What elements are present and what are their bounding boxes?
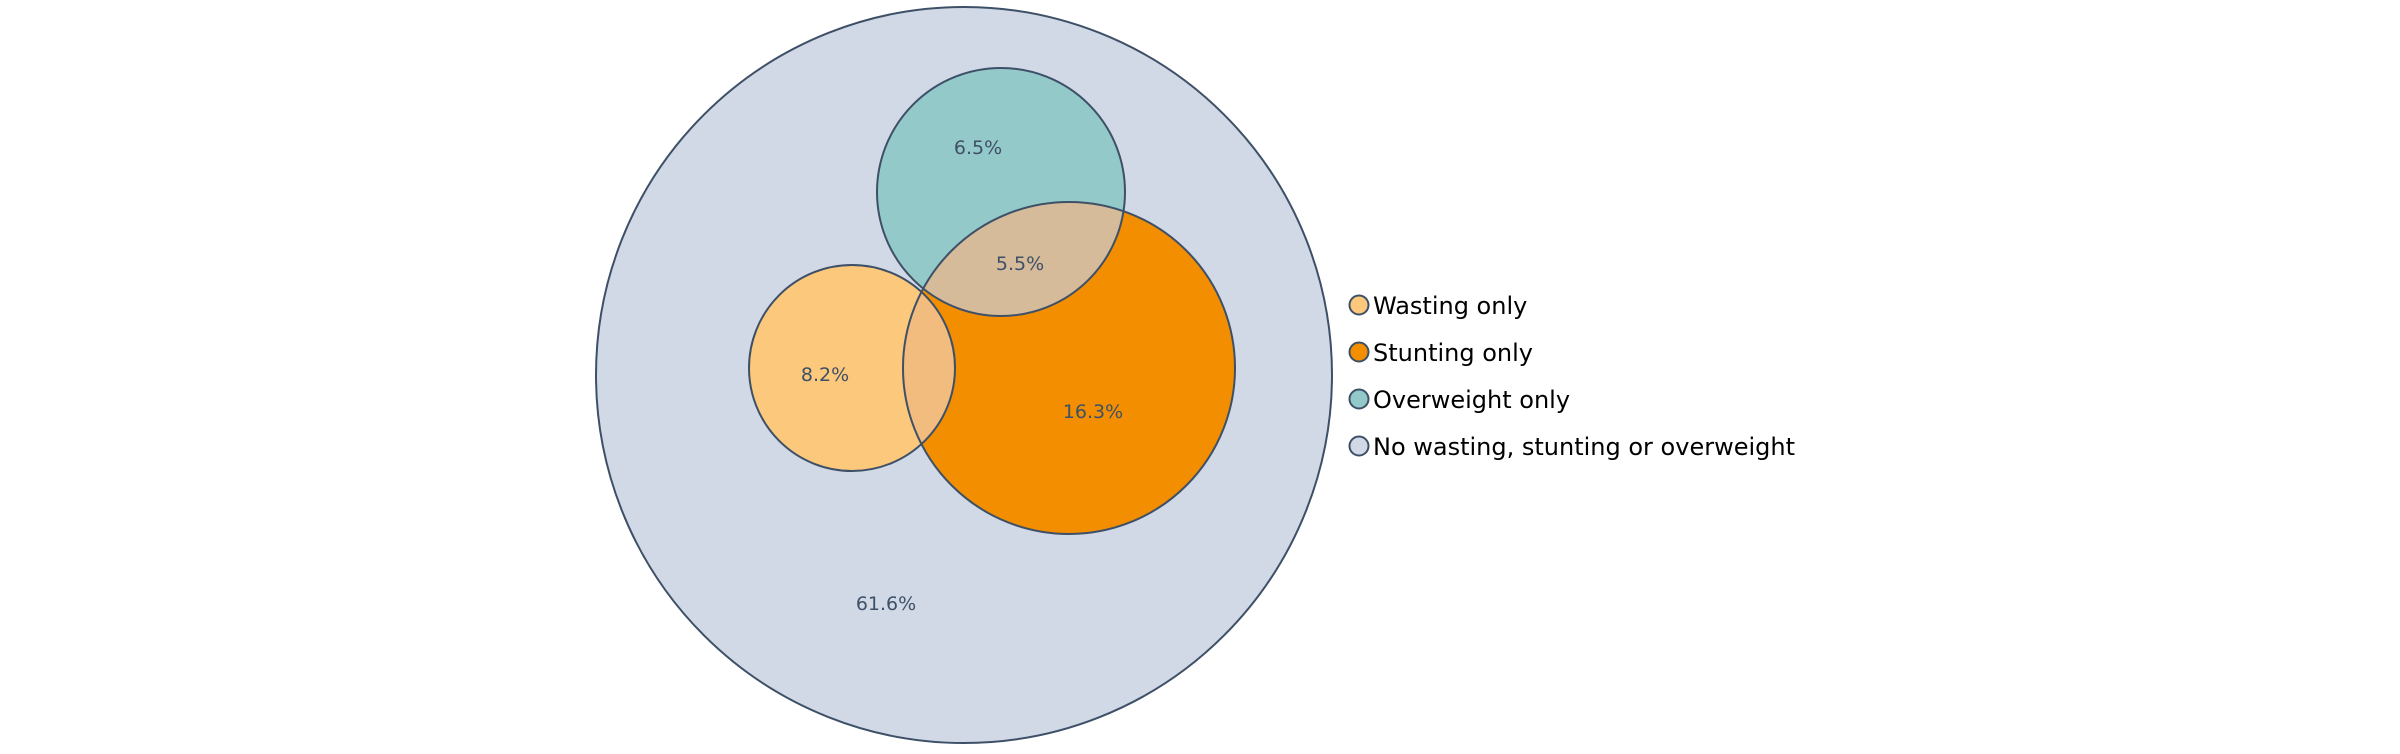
legend-label-overweight: Overweight only [1373, 386, 1570, 414]
legend-marker-wasting [1348, 294, 1370, 316]
stunting-outline [902, 201, 1236, 535]
legend-item-wasting: Wasting only [1348, 292, 1527, 320]
region-label-overweight-only: 6.5% [954, 137, 1002, 159]
region-label-wasting-only: 8.2% [801, 364, 849, 386]
legend-label-wasting: Wasting only [1373, 292, 1527, 320]
legend-item-none: No wasting, stunting or overweight [1348, 433, 1795, 461]
wasting-set-circle [749, 265, 955, 471]
legend-item-overweight: Overweight only [1348, 386, 1570, 414]
region-label-none: 61.6% [856, 593, 916, 615]
legend-item-stunting: Stunting only [1348, 339, 1533, 367]
overweight-outline [876, 67, 1126, 317]
region-labels: 6.5% 5.5% 8.2% 16.3% 61.6% [801, 137, 1123, 615]
legend: Wasting only Stunting only Overweight on… [1348, 292, 1795, 461]
circle-outlines [748, 67, 1236, 535]
legend-marker-stunting [1348, 341, 1370, 363]
legend-label-stunting: Stunting only [1373, 339, 1533, 367]
region-label-overweight-stunting: 5.5% [996, 253, 1044, 275]
legend-marker-overweight [1348, 388, 1370, 410]
legend-label-none: No wasting, stunting or overweight [1373, 433, 1795, 461]
wasting-outline [748, 264, 956, 472]
region-label-stunting-only: 16.3% [1063, 401, 1123, 423]
legend-marker-none [1348, 435, 1370, 457]
